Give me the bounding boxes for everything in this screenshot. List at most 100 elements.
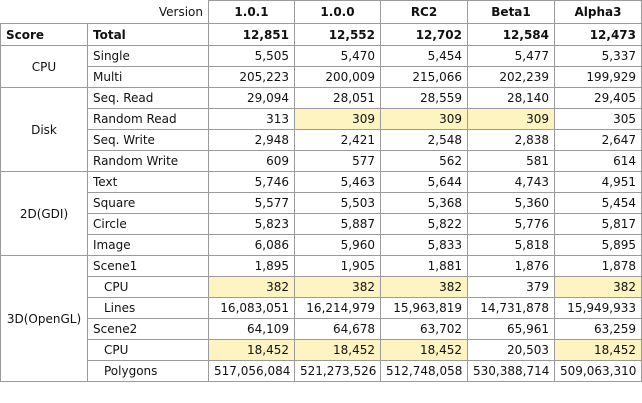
table-row: Circle 5,823 5,887 5,822 5,776 5,817	[1, 213, 642, 235]
value-cell: 14,731,878	[467, 297, 556, 319]
category-label: Disk	[0, 87, 88, 172]
version-label: Version	[0, 0, 210, 24]
value-cell: 28,140	[467, 87, 556, 109]
value-cell: 5,503	[294, 192, 382, 214]
value-cell: 509,063,310	[554, 360, 642, 382]
value-cell: 382	[294, 276, 382, 298]
value-cell: 29,405	[554, 87, 642, 109]
value-cell: 5,895	[554, 234, 642, 256]
value-cell: 309	[380, 108, 469, 130]
version-header-row: Version 1.0.1 1.0.0 RC2 Beta1 Alpha3	[0, 0, 642, 24]
value-cell: 4,743	[467, 171, 556, 193]
row-label: CPU	[86, 276, 210, 298]
total-row: Score Total 12,851 12,552 12,702 12,584 …	[0, 23, 642, 46]
value-cell: 2,421	[294, 129, 382, 151]
table-row: Random Write 609 577 562 581 614	[1, 150, 642, 172]
table-row: Disk Seq. Read 29,094 28,051 28,559 28,140 29,…	[0, 87, 642, 172]
row-label: Polygons	[86, 360, 210, 382]
value-cell: 5,818	[467, 234, 556, 256]
version-header-5: Alpha3	[554, 0, 642, 24]
value-cell: 609	[208, 150, 296, 172]
value-cell: 1,895	[208, 255, 296, 277]
value-cell: 18,452	[208, 339, 296, 361]
version-header-1: 1.0.1	[208, 0, 296, 24]
value-cell: 15,963,819	[380, 297, 469, 319]
value-cell: 382	[380, 276, 469, 298]
value-cell: 18,452	[380, 339, 469, 361]
value-cell: 28,559	[380, 87, 469, 109]
total-label: Total	[86, 23, 210, 46]
value-cell: 5,454	[554, 192, 642, 214]
value-cell: 4,951	[554, 171, 642, 193]
table-row: Seq. Write 2,948 2,421 2,548 2,838 2,647	[1, 129, 642, 151]
value-cell: 64,109	[208, 318, 296, 340]
value-cell: 5,817	[554, 213, 642, 235]
value-cell: 65,961	[467, 318, 556, 340]
value-cell: 5,470	[294, 45, 382, 67]
value-cell: 18,452	[294, 339, 382, 361]
value-cell: 5,833	[380, 234, 469, 256]
value-cell: 5,477	[467, 45, 556, 67]
value-cell: 29,094	[208, 87, 296, 109]
value-cell: 382	[208, 276, 296, 298]
value-cell: 309	[294, 108, 382, 130]
value-cell: 379	[467, 276, 556, 298]
value-cell: 5,368	[380, 192, 469, 214]
value-cell: 64,678	[294, 318, 382, 340]
value-cell: 577	[294, 150, 382, 172]
value-cell: 205,223	[208, 66, 296, 88]
total-value: 12,851	[208, 23, 296, 46]
row-label: Text	[86, 171, 210, 193]
table-row: CPU Single 5,505 5,470 5,454 5,477 5,337	[0, 45, 642, 88]
row-label: CPU	[86, 339, 210, 361]
total-value: 12,473	[554, 23, 642, 46]
value-cell: 16,083,051	[208, 297, 296, 319]
value-cell: 5,823	[208, 213, 296, 235]
value-cell: 5,960	[294, 234, 382, 256]
category-label: CPU	[0, 45, 88, 88]
value-cell: 581	[467, 150, 556, 172]
table-row: Lines 16,083,051 16,214,979 15,963,819 14,73…	[1, 297, 642, 319]
value-cell: 63,702	[380, 318, 469, 340]
row-label: Single	[86, 45, 210, 67]
table-row: Random Read 313 309 309 309 305	[1, 108, 642, 130]
value-cell: 1,878	[554, 255, 642, 277]
value-cell: 2,647	[554, 129, 642, 151]
version-header-3: RC2	[380, 0, 469, 24]
value-cell: 5,887	[294, 213, 382, 235]
row-label: Multi	[86, 66, 210, 88]
value-cell: 309	[467, 108, 556, 130]
total-value: 12,552	[294, 23, 382, 46]
row-label: Square	[86, 192, 210, 214]
value-cell: 517,056,084	[208, 360, 296, 382]
value-cell: 6,086	[208, 234, 296, 256]
value-cell: 5,577	[208, 192, 296, 214]
value-cell: 2,838	[467, 129, 556, 151]
value-cell: 199,929	[554, 66, 642, 88]
value-cell: 5,463	[294, 171, 382, 193]
table-row: 2D(GDI) Text 5,746 5,463 5,644 4,743 4,951	[0, 171, 642, 256]
row-label: Random Read	[86, 108, 210, 130]
row-label: Seq. Read	[86, 87, 210, 109]
value-cell: 1,876	[467, 255, 556, 277]
value-cell: 305	[554, 108, 642, 130]
value-cell: 215,066	[380, 66, 469, 88]
value-cell: 313	[208, 108, 296, 130]
table-row: Scene2 64,109 64,678 63,702 65,961 63,259	[1, 318, 642, 340]
value-cell: 200,009	[294, 66, 382, 88]
value-cell: 5,746	[208, 171, 296, 193]
value-cell: 530,388,714	[467, 360, 556, 382]
value-cell: 382	[554, 276, 642, 298]
score-label: Score	[0, 23, 88, 46]
value-cell: 512,748,058	[380, 360, 469, 382]
value-cell: 63,259	[554, 318, 642, 340]
value-cell: 5,644	[380, 171, 469, 193]
row-label: Scene2	[86, 318, 210, 340]
table-row: Multi 205,223 200,009 215,066 202,239 199,929	[1, 66, 642, 88]
value-cell: 28,051	[294, 87, 382, 109]
category-label: 2D(GDI)	[0, 171, 88, 256]
value-cell: 5,776	[467, 213, 556, 235]
table-row: CPU 18,452 18,452 18,452 20,503 18,452	[1, 339, 642, 361]
table-row: Square 5,577 5,503 5,368 5,360 5,454	[1, 192, 642, 214]
row-label: Lines	[86, 297, 210, 319]
